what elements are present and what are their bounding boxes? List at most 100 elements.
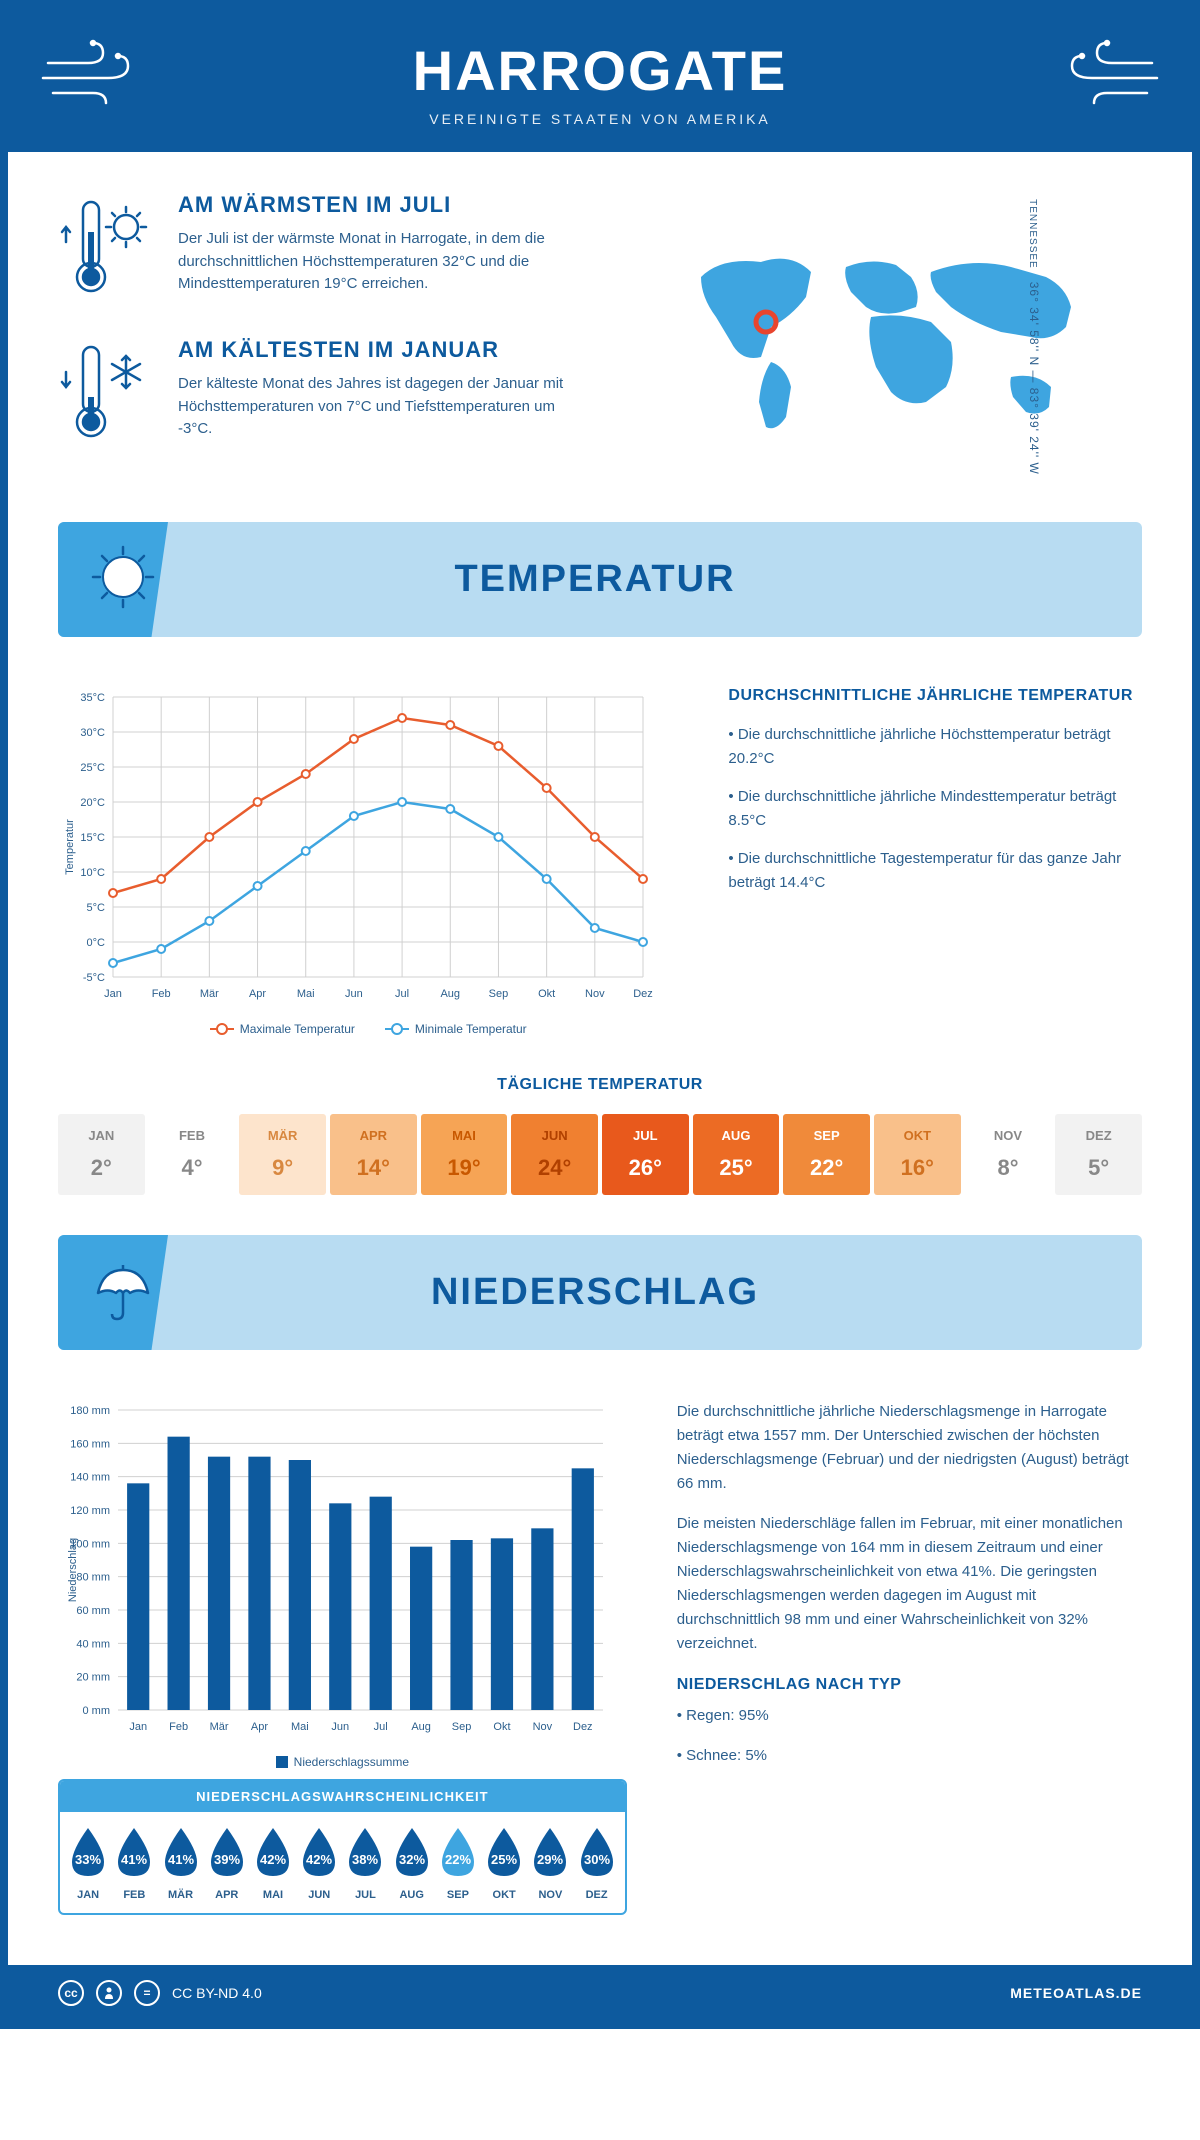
svg-text:Feb: Feb bbox=[152, 988, 171, 1000]
svg-text:Jul: Jul bbox=[374, 1721, 388, 1733]
temp-cell: SEP22° bbox=[783, 1114, 870, 1195]
nd-icon: = bbox=[134, 1980, 160, 2006]
svg-text:42%: 42% bbox=[306, 1852, 332, 1867]
probability-drop: 30%DEZ bbox=[574, 1824, 618, 1901]
by-icon bbox=[96, 1980, 122, 2006]
wind-icon bbox=[38, 28, 158, 108]
probability-drop: 25%OKT bbox=[482, 1824, 526, 1901]
svg-text:33%: 33% bbox=[75, 1852, 101, 1867]
temp-cell: OKT16° bbox=[874, 1114, 961, 1195]
svg-text:Okt: Okt bbox=[493, 1721, 510, 1733]
svg-text:Temperatur: Temperatur bbox=[64, 819, 76, 875]
coldest-title: AM KÄLTESTEN IM JANUAR bbox=[178, 337, 580, 363]
svg-text:Okt: Okt bbox=[538, 988, 555, 1000]
svg-text:Apr: Apr bbox=[249, 988, 266, 1000]
svg-text:Dez: Dez bbox=[573, 1721, 593, 1733]
coldest-block: AM KÄLTESTEN IM JANUAR Der kälteste Mona… bbox=[58, 337, 580, 452]
country-subtitle: VEREINIGTE STAATEN VON AMERIKA bbox=[28, 111, 1172, 127]
svg-text:20°C: 20°C bbox=[80, 797, 105, 809]
svg-text:Mai: Mai bbox=[297, 988, 315, 1000]
page-footer: cc = CC BY-ND 4.0 METEOATLAS.DE bbox=[8, 1965, 1192, 2021]
warmest-block: AM WÄRMSTEN IM JULI Der Juli ist der wär… bbox=[58, 192, 580, 307]
temp-cell: FEB4° bbox=[149, 1114, 236, 1195]
city-title: HARROGATE bbox=[28, 38, 1172, 103]
svg-text:25°C: 25°C bbox=[80, 762, 105, 774]
svg-text:180 mm: 180 mm bbox=[70, 1405, 110, 1417]
cc-icon: cc bbox=[58, 1980, 84, 2006]
svg-text:41%: 41% bbox=[121, 1852, 147, 1867]
temp-cell: NOV8° bbox=[965, 1114, 1052, 1195]
svg-text:Mai: Mai bbox=[291, 1721, 309, 1733]
probability-drop: 42%MAI bbox=[251, 1824, 295, 1901]
svg-text:Aug: Aug bbox=[440, 988, 460, 1000]
daily-temperature-table: TÄGLICHE TEMPERATUR JAN2°FEB4°MÄR9°APR14… bbox=[8, 1076, 1192, 1235]
svg-text:0 mm: 0 mm bbox=[83, 1705, 111, 1717]
legend-min: .legend-item:nth-child(2) .legend-line::… bbox=[385, 1022, 527, 1036]
probability-drop: 41%MÄR bbox=[158, 1824, 202, 1901]
temp-cell: MAI19° bbox=[421, 1114, 508, 1195]
svg-text:10°C: 10°C bbox=[80, 867, 105, 879]
svg-text:Niederschlag: Niederschlag bbox=[67, 1538, 79, 1602]
precipitation-bar-chart: 0 mm20 mm40 mm60 mm80 mm100 mm120 mm140 … bbox=[58, 1400, 627, 1945]
legend-max: .legend-item:nth-child(1) .legend-line::… bbox=[210, 1022, 355, 1036]
temperature-title: TEMPERATUR bbox=[188, 558, 1002, 601]
svg-text:120 mm: 120 mm bbox=[70, 1505, 110, 1517]
svg-text:Aug: Aug bbox=[411, 1721, 431, 1733]
svg-text:22%: 22% bbox=[445, 1852, 471, 1867]
svg-text:20 mm: 20 mm bbox=[76, 1672, 110, 1684]
svg-text:30°C: 30°C bbox=[80, 727, 105, 739]
svg-text:29%: 29% bbox=[537, 1852, 563, 1867]
svg-text:Mär: Mär bbox=[200, 988, 219, 1000]
intro-section: AM WÄRMSTEN IM JULI Der Juli ist der wär… bbox=[8, 152, 1192, 522]
warmest-text: Der Juli ist der wärmste Monat in Harrog… bbox=[178, 228, 580, 296]
site-name: METEOATLAS.DE bbox=[1010, 1985, 1142, 2001]
probability-drop: 33%JAN bbox=[66, 1824, 110, 1901]
umbrella-icon bbox=[88, 1255, 158, 1325]
svg-text:80 mm: 80 mm bbox=[76, 1572, 110, 1584]
probability-drop: 32%AUG bbox=[390, 1824, 434, 1901]
svg-text:Mär: Mär bbox=[210, 1721, 229, 1733]
temperature-line-chart: -5°C0°C5°C10°C15°C20°C25°C30°C35°CJanFeb… bbox=[58, 687, 678, 1036]
wind-icon bbox=[1042, 28, 1162, 108]
svg-text:Jun: Jun bbox=[345, 988, 363, 1000]
svg-text:30%: 30% bbox=[584, 1852, 610, 1867]
probability-drop: 22%SEP bbox=[436, 1824, 480, 1901]
temp-cell: JUL26° bbox=[602, 1114, 689, 1195]
probability-drop: 41%FEB bbox=[112, 1824, 156, 1901]
svg-text:25%: 25% bbox=[491, 1852, 517, 1867]
temperature-info: DURCHSCHNITTLICHE JÄHRLICHE TEMPERATUR •… bbox=[728, 687, 1142, 1036]
thermometer-hot-icon bbox=[58, 192, 158, 302]
probability-drop: 42%JUN bbox=[297, 1824, 341, 1901]
svg-text:5°C: 5°C bbox=[87, 902, 106, 914]
precipitation-info: Die durchschnittliche jährliche Niedersc… bbox=[677, 1400, 1142, 1945]
svg-text:32%: 32% bbox=[399, 1852, 425, 1867]
svg-text:41%: 41% bbox=[168, 1852, 194, 1867]
svg-text:40 mm: 40 mm bbox=[76, 1638, 110, 1650]
probability-drop: 38%JUL bbox=[343, 1824, 387, 1901]
svg-text:Jan: Jan bbox=[129, 1721, 147, 1733]
license-text: CC BY-ND 4.0 bbox=[172, 1985, 262, 2001]
probability-box: NIEDERSCHLAGSWAHRSCHEINLICHKEIT 33%JAN41… bbox=[58, 1779, 627, 1915]
svg-text:Dez: Dez bbox=[633, 988, 653, 1000]
temp-cell: JUN24° bbox=[511, 1114, 598, 1195]
svg-text:Jun: Jun bbox=[331, 1721, 349, 1733]
svg-text:0°C: 0°C bbox=[87, 937, 106, 949]
sun-icon bbox=[88, 542, 158, 612]
warmest-title: AM WÄRMSTEN IM JULI bbox=[178, 192, 580, 218]
svg-text:Jan: Jan bbox=[104, 988, 122, 1000]
temp-cell: AUG25° bbox=[693, 1114, 780, 1195]
precipitation-section-header: NIEDERSCHLAG bbox=[58, 1235, 1142, 1350]
probability-drop: 39%APR bbox=[205, 1824, 249, 1901]
svg-text:Sep: Sep bbox=[489, 988, 509, 1000]
svg-text:42%: 42% bbox=[260, 1852, 286, 1867]
temp-cell: APR14° bbox=[330, 1114, 417, 1195]
svg-text:-5°C: -5°C bbox=[83, 972, 105, 984]
probability-drop: 29%NOV bbox=[528, 1824, 572, 1901]
svg-text:140 mm: 140 mm bbox=[70, 1472, 110, 1484]
temperature-section-header: TEMPERATUR bbox=[58, 522, 1142, 637]
page-header: HARROGATE VEREINIGTE STAATEN VON AMERIKA bbox=[8, 8, 1192, 152]
coldest-text: Der kälteste Monat des Jahres ist dagege… bbox=[178, 373, 580, 441]
svg-text:160 mm: 160 mm bbox=[70, 1438, 110, 1450]
svg-text:38%: 38% bbox=[352, 1852, 378, 1867]
temp-cell: MÄR9° bbox=[239, 1114, 326, 1195]
